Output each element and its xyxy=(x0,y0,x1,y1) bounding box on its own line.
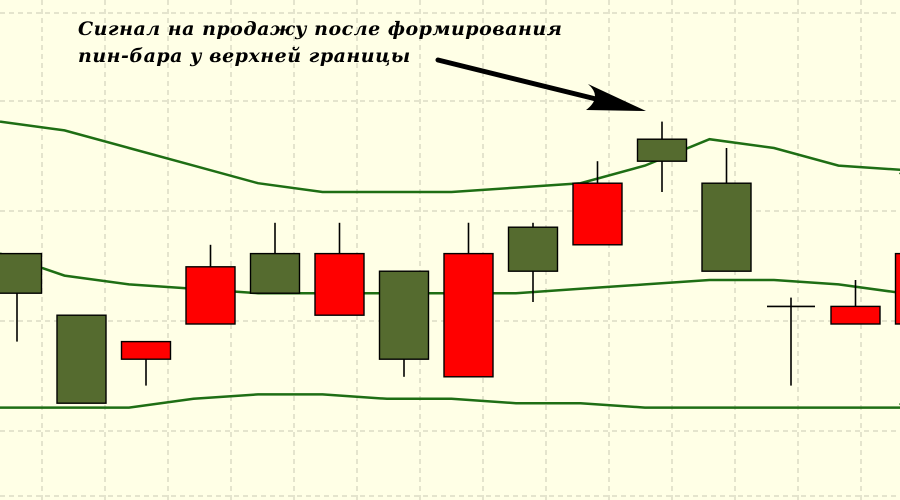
candle-body xyxy=(249,252,301,294)
candle-body xyxy=(830,305,881,325)
candle xyxy=(767,297,815,386)
band-lower xyxy=(0,393,900,409)
candle xyxy=(507,222,559,302)
annotation-line-1: Сигнал на продажу после формирования xyxy=(78,18,562,40)
candles xyxy=(0,121,900,404)
candle xyxy=(120,340,172,386)
candle xyxy=(249,222,301,294)
candle-body xyxy=(0,252,43,294)
candle-body xyxy=(443,252,494,378)
band-upper xyxy=(0,120,900,194)
annotation: Сигнал на продажу после формирования пин… xyxy=(78,18,646,111)
candle-body xyxy=(314,252,365,316)
candle xyxy=(701,148,752,272)
candle-body xyxy=(185,266,236,325)
candle xyxy=(830,280,881,325)
candle xyxy=(636,121,688,192)
arrow-head xyxy=(586,84,646,111)
candle-body xyxy=(894,252,900,325)
candle-body xyxy=(56,314,107,404)
candle xyxy=(185,244,236,325)
candle xyxy=(378,270,430,377)
candle-body xyxy=(120,340,172,360)
candle xyxy=(894,252,900,325)
arrow-shaft xyxy=(435,57,603,103)
candle xyxy=(314,222,365,316)
candle-body xyxy=(378,270,430,360)
annotation-line-2: пин-бара у верхней границы xyxy=(78,45,411,67)
candle-body xyxy=(701,182,752,272)
candle xyxy=(0,252,43,342)
candle xyxy=(572,161,623,246)
candle xyxy=(443,222,494,378)
candle-body xyxy=(636,138,688,162)
candle-body xyxy=(572,182,623,246)
candle-body xyxy=(507,226,559,272)
candle xyxy=(56,314,107,404)
signal-arrow xyxy=(435,57,646,111)
